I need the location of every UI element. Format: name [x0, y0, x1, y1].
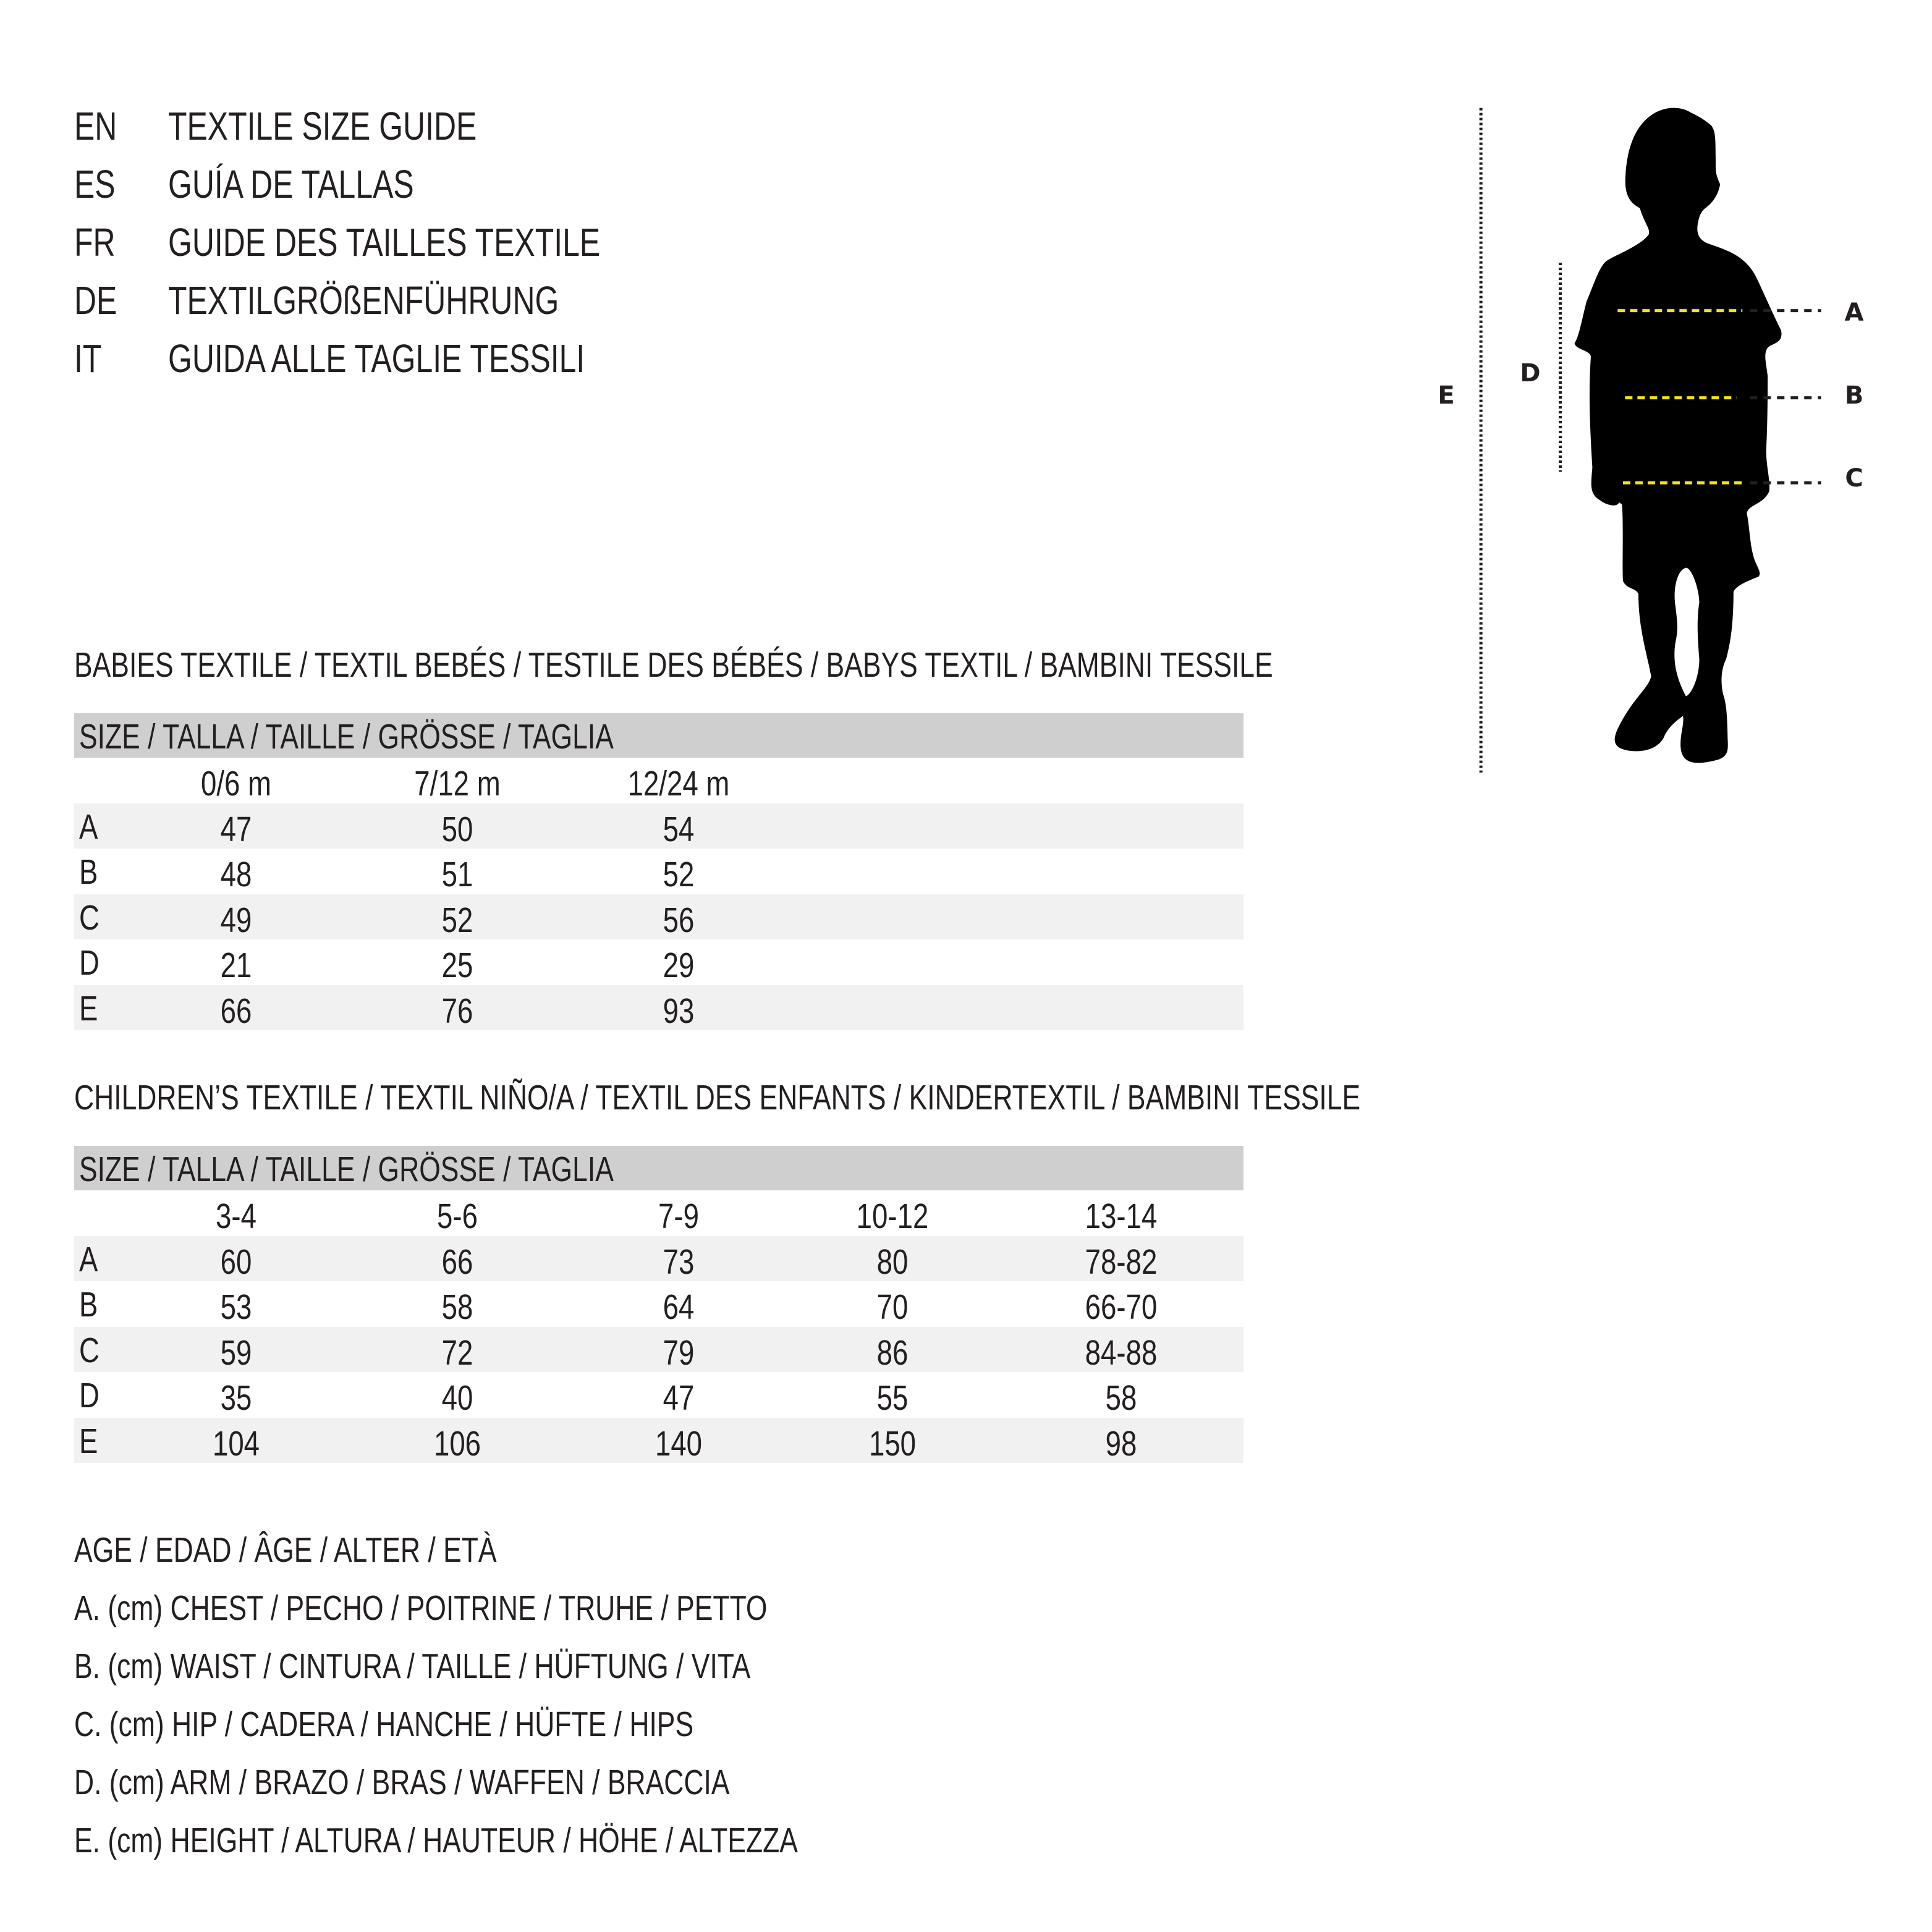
size-header-label: SIZE / TALLA / TAILLE / GRÖSSE / TAGLIA	[79, 717, 614, 756]
table-cell: 52	[663, 855, 695, 895]
row-label: A	[79, 807, 98, 847]
lang-code: ES	[74, 162, 116, 206]
column-header: 12/24 m	[627, 764, 730, 803]
row-label: D	[79, 943, 100, 983]
table-cell: 59	[220, 1332, 252, 1373]
title-text: TEXTILGRÖßENFÜHRUNG	[168, 278, 559, 323]
table-cell: 93	[663, 991, 695, 1031]
title-text: GUIDA ALLE TAGLIE TESSILI	[168, 336, 585, 381]
row-label: B	[79, 1285, 98, 1325]
table-cell: 70	[876, 1287, 909, 1328]
lang-code: EN	[74, 104, 117, 148]
table-cell: 64	[663, 1287, 695, 1328]
table-cell: 54	[663, 810, 695, 849]
row-label: C	[79, 897, 100, 938]
table-cell: 55	[876, 1378, 909, 1418]
table-cell: 66	[441, 1242, 473, 1282]
column-header: 3-4	[216, 1197, 256, 1236]
table-cell: 104	[212, 1423, 260, 1464]
table-cell: 140	[655, 1423, 703, 1464]
size-header-label: SIZE / TALLA / TAILLE / GRÖSSE / TAGLIA	[79, 1150, 614, 1189]
table-cell: 78-82	[1085, 1242, 1158, 1282]
child-silhouette-icon	[1574, 108, 1782, 763]
column-header: 7-9	[658, 1197, 699, 1236]
table-cell: 35	[220, 1378, 252, 1418]
babies-heading: BABIES TEXTILE / TEXTIL BEBÉS / TESTILE …	[74, 645, 1273, 685]
table-cell: 66	[220, 991, 252, 1031]
table-cell: 53	[220, 1287, 252, 1328]
row-stripe	[74, 803, 1244, 849]
row-label: E	[79, 988, 98, 1028]
size-header-bar	[74, 713, 1244, 758]
label-b: B	[1844, 381, 1864, 410]
title-text: TEXTILE SIZE GUIDE	[168, 104, 477, 148]
table-cell: 49	[220, 900, 252, 940]
table-cell: 72	[441, 1332, 473, 1373]
lang-code: IT	[74, 336, 102, 381]
title-text: GUÍA DE TALLAS	[168, 162, 414, 206]
table-cell: 58	[441, 1287, 473, 1328]
table-cell: 47	[220, 810, 252, 849]
table-cell: 60	[220, 1242, 252, 1282]
row-label: E	[79, 1421, 98, 1461]
legend-line: D. (cm) ARM / BRAZO / BRAS / WAFFEN / BR…	[74, 1763, 730, 1802]
table-cell: 52	[441, 900, 473, 940]
lang-code: DE	[74, 278, 117, 323]
table-cell: 25	[441, 946, 473, 986]
table-cell: 73	[663, 1242, 695, 1282]
table-cell: 150	[868, 1423, 917, 1464]
title-text: GUIDE DES TAILLES TEXTILE	[168, 220, 601, 265]
row-stripe	[74, 894, 1244, 939]
table-cell: 48	[220, 855, 252, 895]
table-cell: 58	[1105, 1378, 1137, 1418]
row-label: A	[79, 1240, 98, 1279]
row-label: C	[79, 1330, 100, 1370]
label-d: D	[1520, 359, 1541, 388]
table-cell: 51	[441, 855, 473, 895]
label-c: C	[1845, 464, 1863, 493]
row-stripe	[74, 1417, 1244, 1463]
table-cell: 66-70	[1085, 1287, 1158, 1328]
row-label: B	[79, 852, 98, 892]
table-cell: 56	[663, 900, 695, 940]
legend-line: C. (cm) HIP / CADERA / HANCHE / HÜFTE / …	[74, 1705, 694, 1744]
row-stripe	[74, 985, 1244, 1030]
children-heading: CHILDREN’S TEXTILE / TEXTIL NIÑO/A / TEX…	[74, 1078, 1361, 1117]
row-label: D	[79, 1376, 100, 1416]
table-cell: 80	[876, 1242, 909, 1282]
row-stripe	[74, 1326, 1244, 1372]
row-stripe	[74, 1236, 1244, 1281]
table-cell: 40	[441, 1378, 473, 1418]
column-header: 7/12 m	[414, 764, 501, 803]
table-cell: 84-88	[1085, 1332, 1158, 1373]
child-silhouette-diagram	[1421, 93, 1885, 773]
legend-line: AGE / EDAD / ÂGE / ALTER / ETÀ	[74, 1530, 497, 1570]
label-a: A	[1844, 299, 1864, 327]
legend-line: E. (cm) HEIGHT / ALTURA / HAUTEUR / HÖHE…	[74, 1821, 798, 1860]
table-cell: 76	[441, 991, 473, 1031]
column-header: 13-14	[1085, 1197, 1158, 1236]
table-cell: 50	[441, 810, 473, 849]
table-cell: 79	[663, 1332, 695, 1373]
table-cell: 106	[433, 1423, 481, 1464]
legend-line: A. (cm) CHEST / PECHO / POITRINE / TRUHE…	[74, 1588, 768, 1628]
table-cell: 29	[663, 946, 695, 986]
table-cell: 47	[663, 1378, 695, 1418]
column-header: 5-6	[437, 1197, 478, 1236]
table-cell: 98	[1105, 1423, 1137, 1464]
lang-code: FR	[74, 220, 116, 265]
column-header: 10-12	[856, 1197, 929, 1236]
label-e: E	[1438, 381, 1455, 410]
table-cell: 21	[220, 946, 252, 986]
legend-line: B. (cm) WAIST / CINTURA / TAILLE / HÜFTU…	[74, 1646, 751, 1686]
table-cell: 86	[876, 1332, 909, 1373]
size-header-bar	[74, 1146, 1244, 1190]
column-header: 0/6 m	[200, 764, 272, 803]
